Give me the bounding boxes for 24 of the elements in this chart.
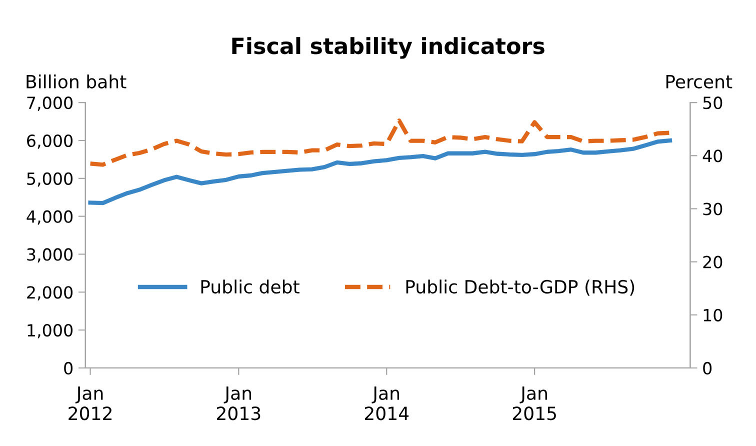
y2-tick-label: 40: [702, 150, 722, 162]
y-tick-label: 4,000: [26, 210, 73, 225]
y-tick-label: 1,000: [28, 324, 73, 338]
legend-label: Public debt: [201, 280, 300, 294]
y2-tick-label: 10: [704, 308, 722, 322]
chart-title: Fiscal stability indicators: [232, 37, 544, 59]
y-axis-title: Billion baht: [26, 74, 126, 88]
line-series: [88, 138, 672, 206]
y-tick-label: 2,000: [27, 286, 73, 300]
y-tick-label: 5,000: [27, 172, 73, 187]
y2-tick-label: 20: [703, 256, 722, 268]
y2-axis-title: Percent: [666, 75, 732, 88]
legend-label: Public Debt-to-GDP (RHS): [406, 280, 634, 296]
y-tick-label: 6,000: [27, 134, 73, 149]
x-tick-label: Jan 2014: [364, 386, 409, 420]
x-tick-label: Jan 2015: [512, 386, 556, 420]
y2-tick-label: 30: [703, 202, 722, 216]
y-tick-label: 3,000: [27, 248, 73, 262]
y2-tick-label: 0: [703, 362, 712, 375]
y-tick-label: 0: [64, 362, 73, 375]
x-tick-label: Jan 2012: [68, 386, 112, 420]
y-tick-label: 7,000: [27, 96, 73, 111]
x-tick-label: Jan 2013: [217, 386, 260, 420]
y2-tick-label: 50: [703, 96, 722, 110]
